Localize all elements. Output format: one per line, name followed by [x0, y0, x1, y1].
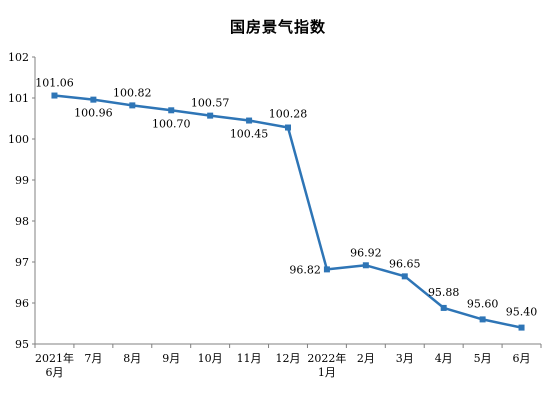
x-tick-label: 3月 [396, 352, 414, 365]
series-line-group [51, 92, 525, 331]
x-tick-label: 6月 [513, 352, 531, 365]
y-tick-label: 102 [8, 51, 29, 64]
y-tick-label: 99 [15, 174, 29, 187]
data-point-marker [362, 262, 369, 269]
y-axis: 95 96 97 98 99 100 101 102 [8, 51, 36, 351]
data-point-marker [285, 124, 291, 131]
data-point-marker [440, 304, 447, 311]
y-tick-label: 100 [8, 133, 29, 146]
data-point-marker [479, 316, 486, 323]
data-label: 100.70 [152, 117, 191, 130]
x-tick-label: 4月 [435, 352, 453, 365]
data-point-marker [401, 273, 408, 280]
x-tick-label: 8月 [123, 352, 141, 365]
y-tick-label: 101 [8, 92, 29, 105]
x-tick-label: 2月 [357, 352, 375, 365]
data-point-marker [246, 117, 253, 124]
data-label: 96.65 [389, 257, 421, 270]
y-tick-label: 97 [15, 256, 29, 269]
data-label: 100.82 [113, 86, 152, 99]
x-tick-label: 11月 [237, 352, 262, 365]
x-axis: 2021年 6月 7月 8月 9月 10月 11月 12月 2022年 1月 2月 3月 4月 5月 6月 [34, 343, 542, 379]
x-tick-label: 7月 [84, 352, 102, 365]
chart-title: 国房景气指数 [229, 18, 326, 36]
data-point-marker [168, 107, 175, 114]
data-point-marker [207, 112, 214, 119]
x-tick-label: 10月 [198, 352, 223, 365]
data-point-marker [51, 92, 58, 99]
data-label: 101.06 [35, 77, 74, 90]
y-tick-label: 98 [15, 215, 29, 228]
data-point-marker [90, 96, 97, 103]
data-label: 100.45 [230, 128, 269, 141]
data-label: 95.60 [467, 297, 499, 310]
data-label: 96.82 [289, 263, 321, 276]
data-point-marker [323, 266, 330, 273]
data-point-marker [518, 324, 525, 331]
y-tick-label: 96 [15, 297, 29, 310]
x-tick-label: 9月 [162, 352, 180, 365]
x-tick-label: 12月 [276, 352, 301, 365]
data-label: 95.88 [428, 286, 460, 299]
data-point-marker [129, 102, 136, 109]
data-label: 100.57 [191, 97, 230, 110]
data-label: 100.28 [269, 108, 308, 121]
data-label: 95.40 [506, 306, 538, 319]
data-label: 96.92 [350, 246, 382, 259]
x-tick-label: 5月 [474, 352, 492, 365]
x-tick-label: 2021年 6月 [35, 351, 74, 379]
data-label: 100.96 [74, 107, 113, 120]
x-tick-label: 2022年 1月 [307, 351, 346, 379]
y-tick-label: 95 [15, 338, 29, 351]
